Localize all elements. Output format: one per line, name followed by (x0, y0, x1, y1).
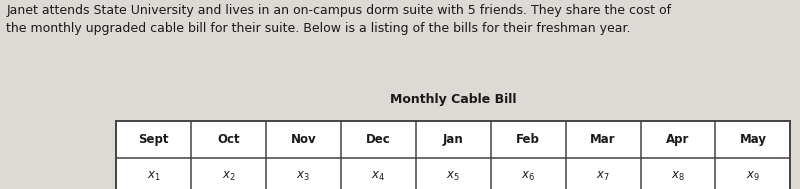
Text: May: May (739, 133, 766, 146)
Text: $x_4$: $x_4$ (371, 170, 386, 183)
Text: $x_6$: $x_6$ (521, 170, 535, 183)
Text: Jan: Jan (443, 133, 463, 146)
Text: Janet attends State University and lives in an on-campus dorm suite with 5 frien: Janet attends State University and lives… (6, 4, 671, 35)
Text: Dec: Dec (366, 133, 390, 146)
Text: Nov: Nov (290, 133, 316, 146)
Text: Monthly Cable Bill: Monthly Cable Bill (390, 93, 517, 106)
Text: $x_2$: $x_2$ (222, 170, 235, 183)
Text: $x_7$: $x_7$ (596, 170, 610, 183)
Text: $x_1$: $x_1$ (146, 170, 160, 183)
Text: $x_3$: $x_3$ (297, 170, 310, 183)
Text: Mar: Mar (590, 133, 616, 146)
Text: Apr: Apr (666, 133, 690, 146)
Text: Oct: Oct (217, 133, 240, 146)
Text: $x_9$: $x_9$ (746, 170, 760, 183)
Text: $x_5$: $x_5$ (446, 170, 460, 183)
Bar (116, 121, 790, 189)
Text: Feb: Feb (516, 133, 540, 146)
Text: Sept: Sept (138, 133, 169, 146)
Text: $x_8$: $x_8$ (671, 170, 685, 183)
